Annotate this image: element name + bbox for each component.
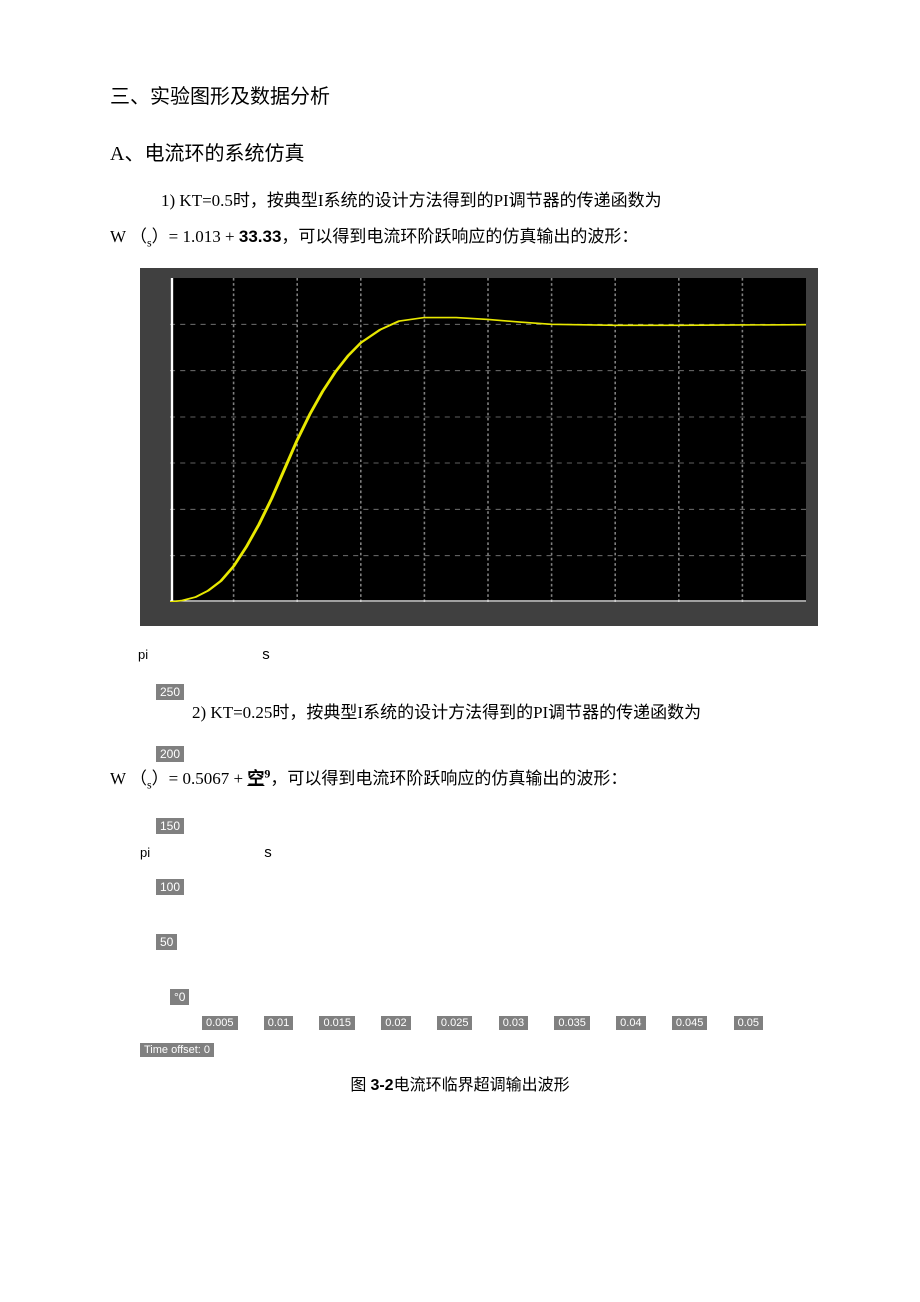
ylabel-200: 200 xyxy=(156,746,184,762)
xl-4: 0.025 xyxy=(437,1016,473,1030)
f1-plus: + xyxy=(225,227,239,246)
formula-2: W （s）= 0.5067 + 空9，可以得到电流环阶跃响应的仿真输出的波形： xyxy=(110,744,810,798)
f2-paren: （ xyxy=(130,769,147,788)
f1-kp: 1.013 xyxy=(183,227,221,246)
scope-plot-area xyxy=(170,278,806,602)
paragraph-2: 2) KT=0.25时，按典型I系统的设计方法得到的PI调节器的传递函数为 xyxy=(140,682,810,730)
x-axis-labels: 0.005 0.01 0.015 0.02 0.025 0.03 0.035 0… xyxy=(202,1011,810,1032)
scope-svg xyxy=(170,278,806,602)
f2-lhs: W xyxy=(110,769,126,788)
figure-caption: 图 3-2电流环临界超调输出波形 xyxy=(110,1071,810,1095)
xl-9: 0.05 xyxy=(734,1016,763,1030)
formula-1-suffix: ，可以得到电流环阶跃响应的仿真输出的波形： xyxy=(281,227,638,246)
formula-1: W （s）= 1.013 + 33.33，可以得到电流环阶跃响应的仿真输出的波形… xyxy=(110,218,810,256)
xl-3: 0.02 xyxy=(381,1016,410,1030)
f2-plus: + xyxy=(234,769,248,788)
f2-paren-close: ）= xyxy=(152,769,183,788)
ylabel-150: 150 xyxy=(156,818,184,834)
f2-kp: 0.5067 xyxy=(183,769,230,788)
xl-8: 0.045 xyxy=(672,1016,708,1030)
ylabel-50: 50 xyxy=(156,934,177,950)
time-offset-label: Time offset: 0 xyxy=(140,1043,214,1057)
scope-window xyxy=(140,268,818,626)
xl-6: 0.035 xyxy=(554,1016,590,1030)
label-s-1: s xyxy=(262,646,270,663)
cap-b: 3-2 xyxy=(370,1077,393,1094)
cap-a: 图 xyxy=(350,1077,370,1094)
section-heading: 三、实验图形及数据分析 xyxy=(110,80,810,109)
label-pi-1: pi xyxy=(138,647,258,662)
label-s-2: s xyxy=(264,844,272,861)
pi-s-row-1: pi s xyxy=(110,644,810,664)
xl-7: 0.04 xyxy=(616,1016,645,1030)
f2-under: 空 xyxy=(247,769,264,788)
ylabel-250: 250 xyxy=(156,684,184,700)
xl-2: 0.015 xyxy=(319,1016,355,1030)
pi-s-row-2: pi s xyxy=(140,842,810,862)
f1-paren-close: ）= xyxy=(152,227,183,246)
formula-2-suffix: ，可以得到电流环阶跃响应的仿真输出的波形： xyxy=(270,769,627,788)
label-pi-2: pi xyxy=(140,845,260,860)
overlay-region: 250 2) KT=0.25时，按典型I系统的设计方法得到的PI调节器的传递函数… xyxy=(110,682,810,1059)
f1-lhs: W xyxy=(110,227,126,246)
xl-1: 0.01 xyxy=(264,1016,293,1030)
f1-paren: （ xyxy=(130,227,147,246)
xl-5: 0.03 xyxy=(499,1016,528,1030)
ylabel-100: 100 xyxy=(156,879,184,895)
f1-num: 33.33 xyxy=(239,227,282,246)
paragraph-1: 1) KT=0.5时，按典型I系统的设计方法得到的PI调节器的传递函数为 xyxy=(110,184,810,218)
ylabel-0: °0 xyxy=(170,989,189,1005)
subsection-heading: A、电流环的系统仿真 xyxy=(110,137,810,166)
cap-c: 电流环临界超调输出波形 xyxy=(394,1077,570,1094)
xl-0: 0.005 xyxy=(202,1016,238,1030)
